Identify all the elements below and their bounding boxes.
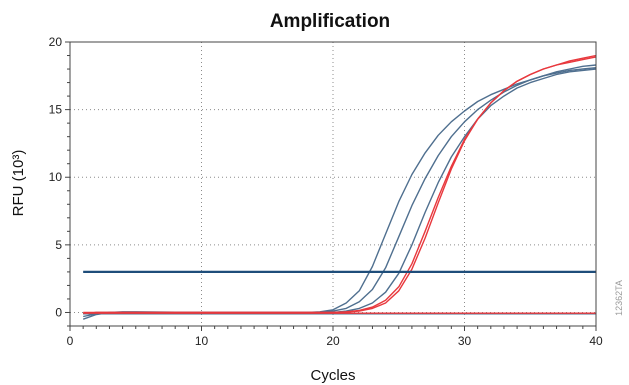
series-line-2 [83,64,597,318]
series-line-4 [83,54,597,315]
x-tick-label: 0 [67,334,74,348]
chart-title: Amplification [270,11,390,32]
grid-lines [70,42,596,326]
y-tick-label: 15 [49,103,63,117]
x-tick-label: 10 [195,334,209,348]
x-axis-label: Cycles [310,367,355,384]
series-lines [82,54,597,320]
y-tick-label: 0 [55,305,62,319]
series-line-3 [83,68,597,315]
y-tick-label: 5 [55,238,62,252]
y-axis-label: RFU (10³) [10,150,27,217]
figure-id-label: 12362TA [614,280,624,316]
x-tick-label: 20 [326,334,340,348]
x-tick-label: 40 [589,334,603,348]
x-tick-label: 30 [458,334,472,348]
series-line-5 [83,56,597,314]
y-tick-label: 10 [49,170,63,184]
series-line-1 [82,67,597,320]
y-tick-label: 20 [49,35,63,49]
axis-ticks: 0 10 20 30 40 0 5 10 15 20 [49,35,603,348]
